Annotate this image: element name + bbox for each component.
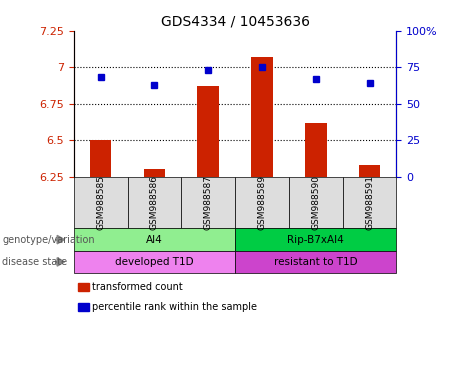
Text: GSM988591: GSM988591 xyxy=(365,175,374,230)
Bar xyxy=(144,169,165,177)
Text: genotype/variation: genotype/variation xyxy=(2,235,95,245)
Text: transformed count: transformed count xyxy=(92,282,183,292)
Text: resistant to T1D: resistant to T1D xyxy=(274,257,358,267)
Text: AI4: AI4 xyxy=(146,235,163,245)
Bar xyxy=(90,140,112,177)
Text: GSM988587: GSM988587 xyxy=(204,175,213,230)
Text: developed T1D: developed T1D xyxy=(115,257,194,267)
Bar xyxy=(197,86,219,177)
Text: GSM988589: GSM988589 xyxy=(258,175,266,230)
Text: GSM988586: GSM988586 xyxy=(150,175,159,230)
Bar xyxy=(305,122,326,177)
Text: percentile rank within the sample: percentile rank within the sample xyxy=(92,302,257,312)
Text: GSM988590: GSM988590 xyxy=(311,175,320,230)
Bar xyxy=(359,165,380,177)
Bar xyxy=(251,57,273,177)
Text: GSM988585: GSM988585 xyxy=(96,175,105,230)
Title: GDS4334 / 10453636: GDS4334 / 10453636 xyxy=(160,14,310,28)
Text: disease state: disease state xyxy=(2,257,67,267)
Text: Rip-B7xAI4: Rip-B7xAI4 xyxy=(287,235,344,245)
